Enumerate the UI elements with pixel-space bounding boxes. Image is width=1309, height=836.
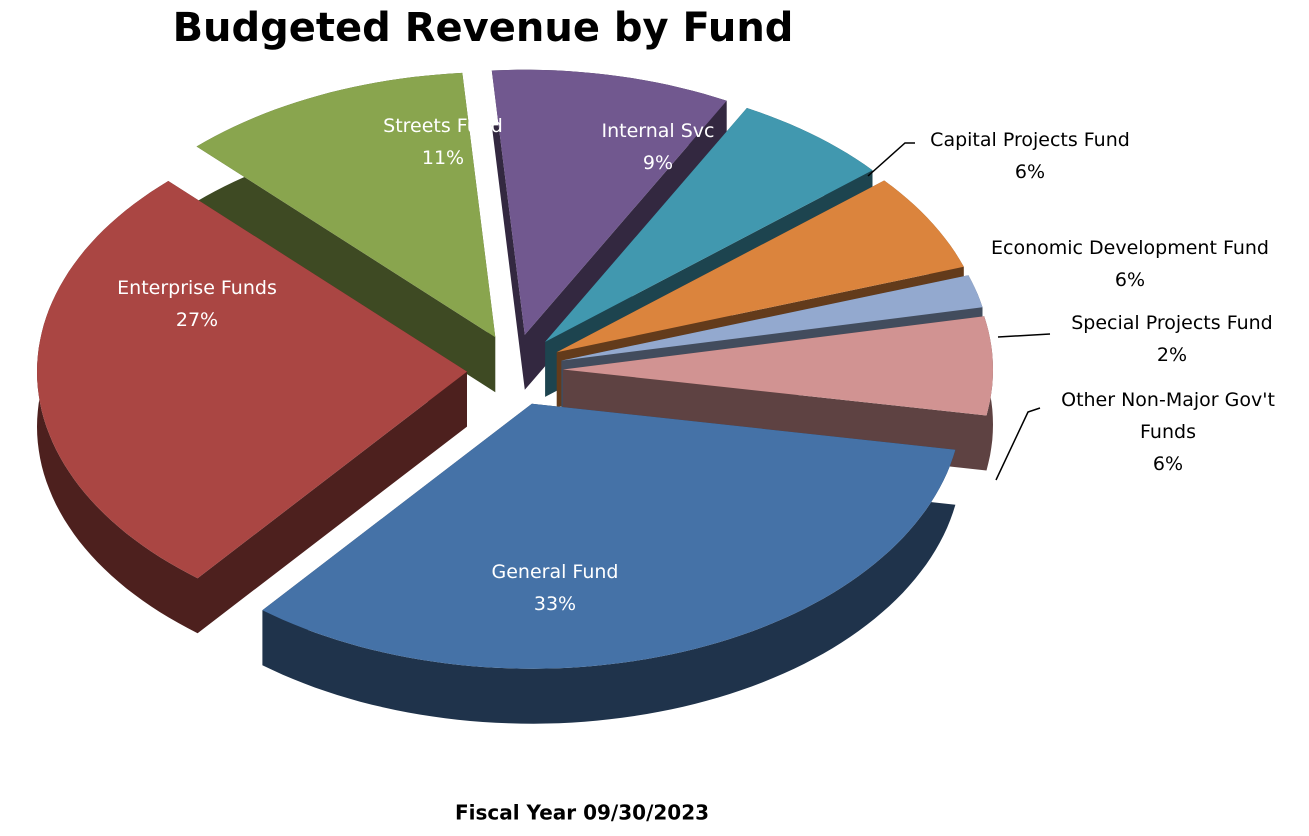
value-label: 9% [642,152,674,174]
data-label: Capital Projects Fund 6% [900,124,1160,188]
data-label: Economic Development Fund 6% [965,232,1295,296]
chart-title: Budgeted Revenue by Fund [173,5,794,51]
data-label: Streets Fund 11% [343,110,543,174]
slice [262,403,956,669]
leader-line [867,142,915,177]
data-label: Enterprise Funds 27% [67,272,327,336]
category-label: Streets Fund [383,115,503,137]
category-label: Capital Projects Fund [930,129,1130,151]
data-label-text: Special Projects Fund 2% [1032,307,1309,371]
value-label: 27% [175,309,219,331]
category-label: Other Non-Major Gov't Funds [1061,389,1275,443]
labels: General Fund 33% Enterprise Funds 27% Street… [67,110,1309,620]
value-label: 6% [1114,269,1146,291]
data-label: Internal Svc 9% [558,115,758,179]
slice-side [491,69,727,390]
leader-line [997,333,1051,338]
slices [37,69,993,724]
data-label-text: Streets Fund 11% [343,110,543,174]
data-label-text: Other Non-Major Gov't Funds 6% [1053,384,1283,480]
slice [561,275,983,361]
slice [37,181,467,579]
category-label: Special Projects Fund [1071,312,1273,334]
value-label: 6% [1152,453,1184,475]
data-label-text: General Fund 33% [425,556,685,620]
value-label: 11% [421,147,465,169]
category-label: General Fund [491,561,619,583]
data-label-text: Capital Projects Fund 6% [900,124,1160,188]
category-label: Enterprise Funds [117,277,277,299]
chart-subtitle: Fiscal Year 09/30/2023 [455,801,709,825]
data-label: General Fund 33% [425,556,685,620]
slice [491,69,727,335]
value-label: 33% [533,593,577,615]
slice [563,316,993,416]
data-label-text: Economic Development Fund 6% [965,232,1295,296]
leader-line [995,407,1041,481]
data-label-text: Enterprise Funds 27% [67,272,327,336]
category-label: Economic Development Fund [991,237,1269,259]
slice [545,108,873,342]
data-label-text: Internal Svc 9% [558,115,758,179]
slice [196,72,496,338]
data-label: Special Projects Fund 2% [1032,307,1309,371]
value-label: 2% [1156,344,1188,366]
value-label: 6% [1014,161,1046,183]
data-label: Other Non-Major Gov't Funds 6% [1053,384,1283,480]
slice [556,180,964,353]
category-label: Internal Svc [601,120,715,142]
